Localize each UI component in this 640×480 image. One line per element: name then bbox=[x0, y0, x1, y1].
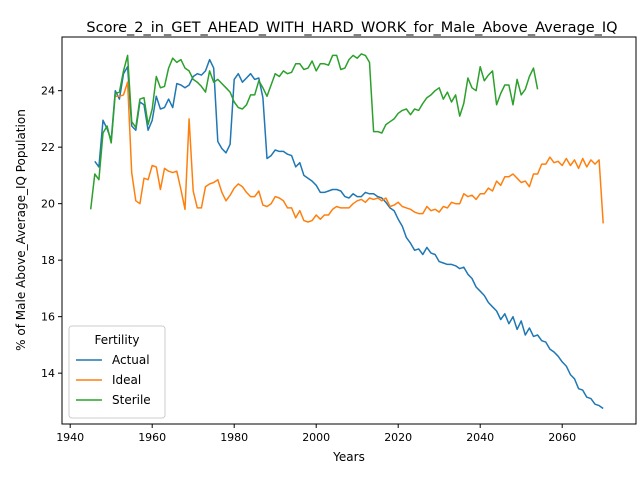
x-tick-label: 2060 bbox=[548, 431, 576, 444]
y-tick-label: 18 bbox=[41, 254, 55, 267]
y-tick-label: 24 bbox=[41, 85, 55, 98]
y-tick-label: 14 bbox=[41, 367, 55, 380]
x-tick-label: 2000 bbox=[302, 431, 330, 444]
x-tick-label: 1940 bbox=[56, 431, 84, 444]
x-tick-label: 1980 bbox=[220, 431, 248, 444]
legend: Fertility Actual Ideal Sterile bbox=[68, 325, 166, 419]
x-tick-label: 1960 bbox=[138, 431, 166, 444]
x-axis-label: Years bbox=[332, 450, 365, 464]
x-tick-label: 2020 bbox=[384, 431, 412, 444]
legend-label-actual: Actual bbox=[112, 353, 150, 367]
x-axis: 1940 1960 1980 2000 2020 2040 2060 bbox=[56, 424, 576, 444]
y-axis-label: % of Male Above_Average_IQ Population bbox=[14, 109, 28, 351]
legend-label-sterile: Sterile bbox=[112, 393, 151, 407]
y-axis: 14 16 18 20 22 24 bbox=[41, 85, 62, 380]
series-line-sterile bbox=[89, 53, 539, 210]
chart-title: Score_2_in_GET_AHEAD_WITH_HARD_WORK_for_… bbox=[86, 20, 617, 36]
legend-label-ideal: Ideal bbox=[112, 373, 141, 387]
series-line-actual bbox=[94, 58, 604, 410]
y-tick-label: 20 bbox=[41, 198, 55, 211]
series-line-ideal bbox=[115, 81, 604, 224]
plot-frame bbox=[61, 36, 637, 425]
plot-lines bbox=[89, 53, 604, 410]
legend-box bbox=[68, 325, 166, 419]
legend-title: Fertility bbox=[94, 333, 139, 347]
y-tick-label: 22 bbox=[41, 141, 55, 154]
y-tick-label: 16 bbox=[41, 311, 55, 324]
x-tick-label: 2040 bbox=[466, 431, 494, 444]
